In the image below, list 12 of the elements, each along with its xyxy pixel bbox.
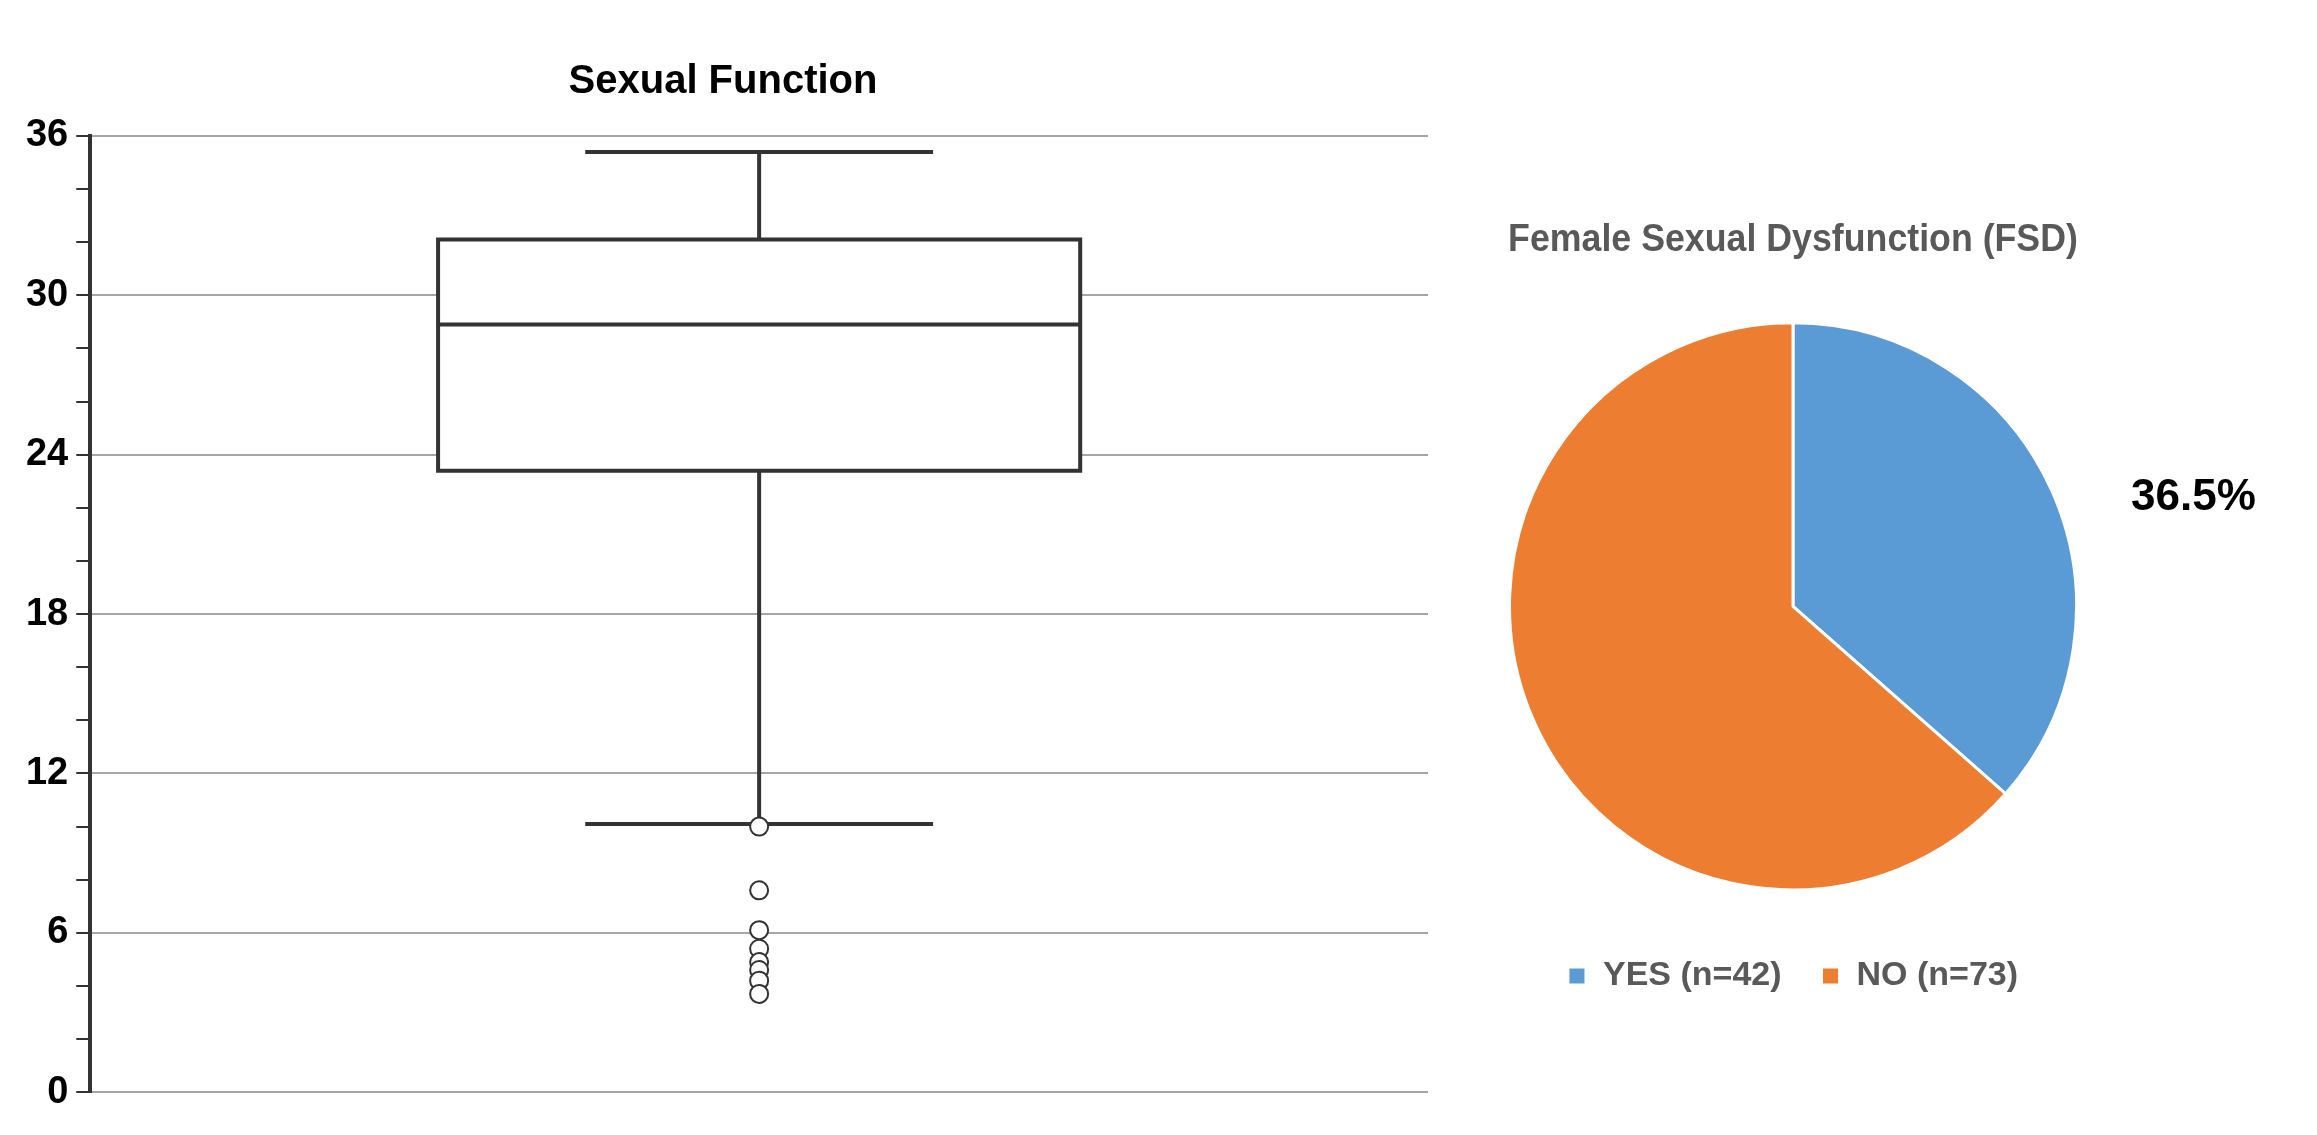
y-tick-label: 0 — [47, 1068, 69, 1111]
data-label: 36.5% — [2131, 469, 2256, 519]
y-tick-label: 36 — [25, 112, 69, 155]
y-tick-label: 6 — [47, 909, 69, 952]
y-tick-label: 18 — [25, 590, 69, 633]
y-tick-label: 30 — [25, 271, 69, 314]
y-tick-label: 12 — [25, 749, 69, 792]
chart-title: Female Sexual Dysfunction (FSD) — [1508, 217, 2078, 260]
y-tick-label: 24 — [25, 431, 69, 474]
legend-label: NO (n=73) — [1856, 954, 2019, 993]
chart-title: Sexual Function — [568, 57, 878, 102]
legend-label: YES (n=42) — [1602, 954, 1782, 993]
